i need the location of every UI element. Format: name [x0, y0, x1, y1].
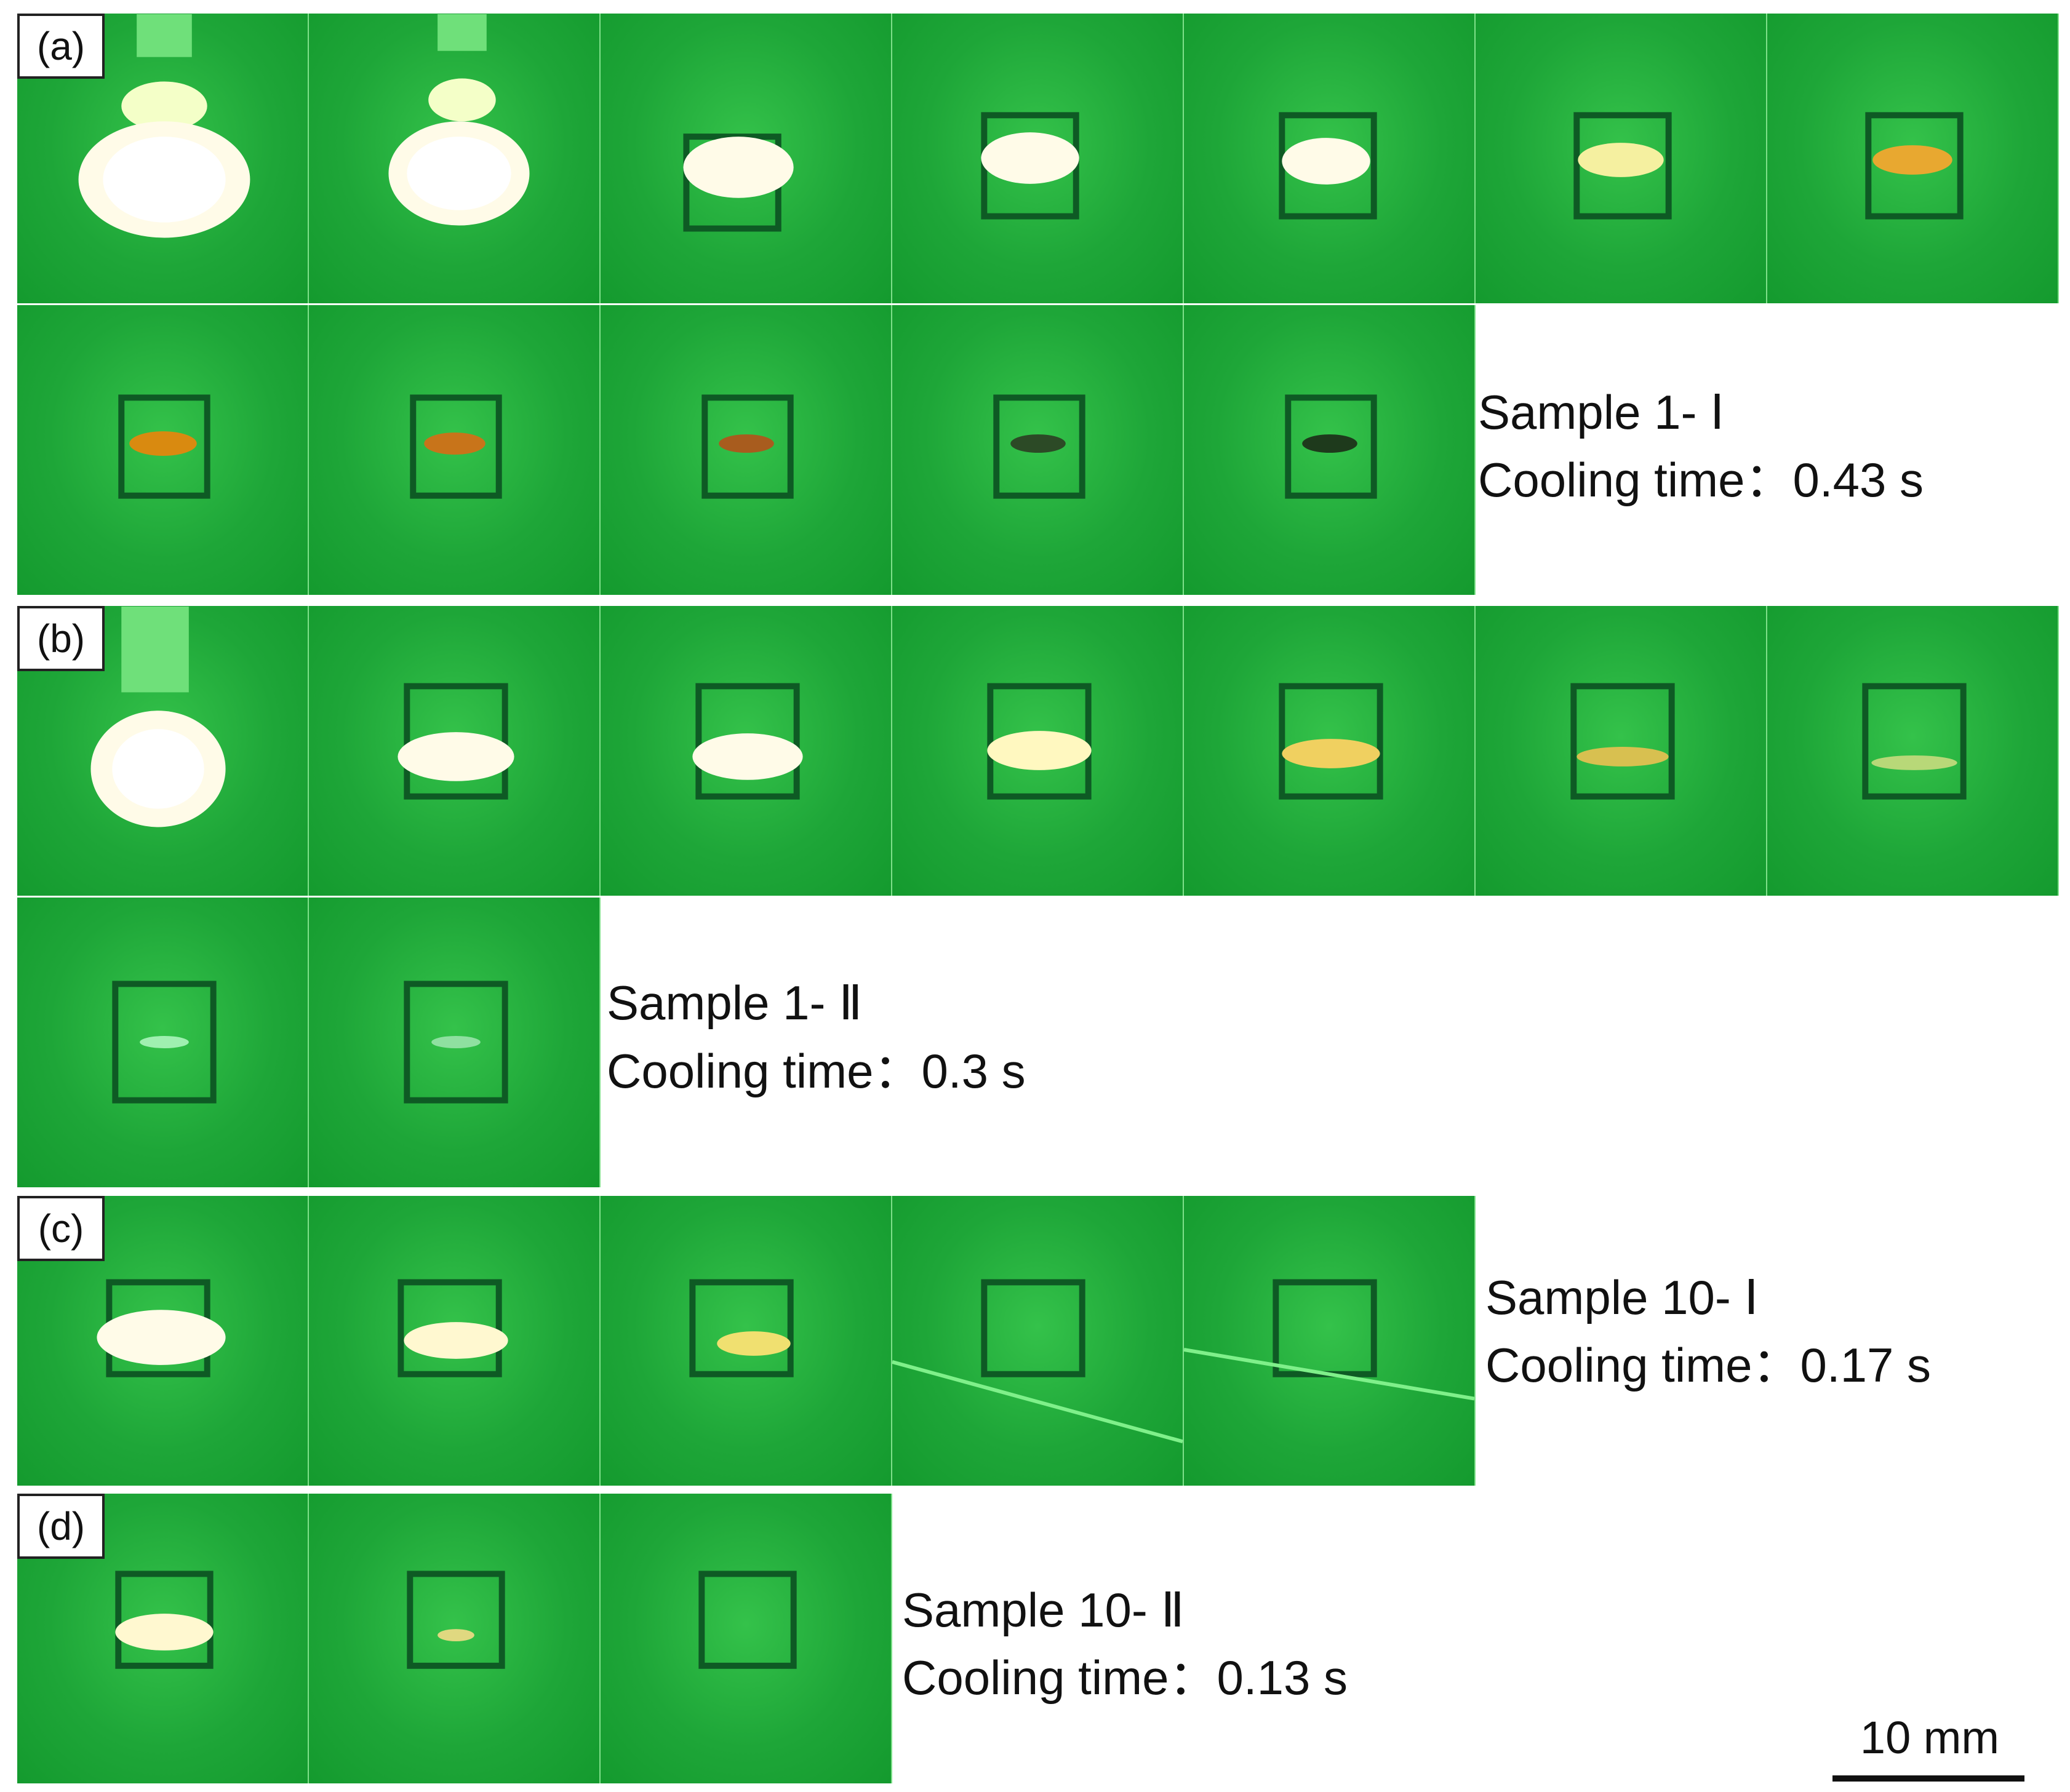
frame-a-2: [309, 14, 601, 303]
frame-a-1: [17, 14, 309, 303]
frame-a-5: [1184, 14, 1476, 303]
scale-bar: [1832, 1775, 2024, 1782]
frame-a-4: [892, 14, 1184, 303]
cooling-time-c: Cooling time：0.17 s: [1485, 1338, 1932, 1392]
sample-name-d: Sample 10- Ⅱ: [902, 1583, 1185, 1637]
panel-label-a: (a): [17, 14, 105, 79]
frame-c-5: [1184, 1196, 1476, 1486]
frame-b-6: [1476, 606, 1767, 896]
frame-a-3: [601, 14, 892, 303]
sample-name-a: Sample 1- Ⅰ: [1478, 385, 1725, 439]
frame-b-9: [309, 898, 601, 1187]
sample-name-c: Sample 10- Ⅰ: [1485, 1270, 1759, 1324]
panel-label-b: (b): [17, 606, 105, 671]
frame-b-2: [309, 606, 601, 896]
frame-c-4: [892, 1196, 1184, 1486]
frame-c-3: [601, 1196, 892, 1486]
frame-d-2: [309, 1494, 601, 1783]
frame-c-2: [309, 1196, 601, 1486]
frame-b-1: [17, 606, 309, 896]
frame-a-11: [892, 305, 1184, 595]
panel-label-d: (d): [17, 1494, 105, 1559]
frame-a-6: [1476, 14, 1767, 303]
cooling-time-d: Cooling time：0.13 s: [902, 1651, 1348, 1705]
cooling-time-a: Cooling time：0.43 s: [1478, 453, 1924, 507]
frame-a-9: [309, 305, 601, 595]
frame-b-8: [17, 898, 309, 1187]
frame-b-5: [1184, 606, 1476, 896]
frame-b-3: [601, 606, 892, 896]
frame-b-7: [1767, 606, 2059, 896]
frame-b-4: [892, 606, 1184, 896]
frame-a-12: [1184, 305, 1476, 595]
scale-bar-label: 10 mm: [1860, 1712, 2000, 1763]
frame-a-8: [17, 305, 309, 595]
frame-d-3: [601, 1494, 892, 1783]
sample-name-b: Sample 1- Ⅱ: [607, 976, 863, 1030]
frame-a-7: [1767, 14, 2059, 303]
panel-label-c: (c): [17, 1196, 105, 1261]
cooling-time-b: Cooling time：0.3 s: [607, 1044, 1026, 1098]
frame-a-10: [601, 305, 892, 595]
